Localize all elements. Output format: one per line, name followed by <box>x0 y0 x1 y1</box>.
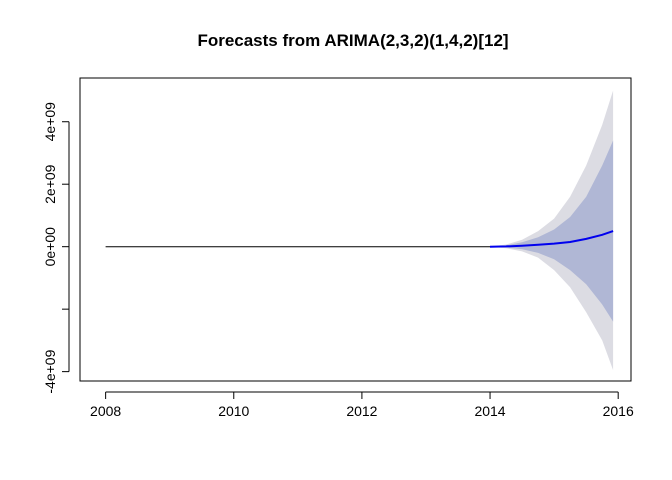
x-tick-label: 2016 <box>603 403 634 419</box>
x-tick-label: 2008 <box>90 403 121 419</box>
pi95-band <box>490 90 614 371</box>
y-tick-label: 0e+00 <box>42 227 58 267</box>
y-tick-label: 4e+09 <box>42 102 58 142</box>
plot-area-border <box>79 77 632 382</box>
x-axis: 2008 2010 2012 2014 2016 <box>90 391 634 419</box>
x-tick-label: 2010 <box>218 403 249 419</box>
forecast-mean-line <box>489 230 614 248</box>
series-lines <box>105 230 614 248</box>
y-tick-label: 2e+09 <box>42 164 58 204</box>
y-axis: -4e+09 0e+00 2e+09 4e+09 <box>42 102 70 394</box>
pi80-band <box>490 140 614 322</box>
x-tick-label: 2012 <box>346 403 377 419</box>
x-tick-label: 2014 <box>474 403 505 419</box>
prediction-interval-bands <box>490 90 614 371</box>
y-tick-label: -4e+09 <box>42 349 58 393</box>
chart-title: Forecasts from ARIMA(2,3,2)(1,4,2)[12] <box>197 31 508 50</box>
